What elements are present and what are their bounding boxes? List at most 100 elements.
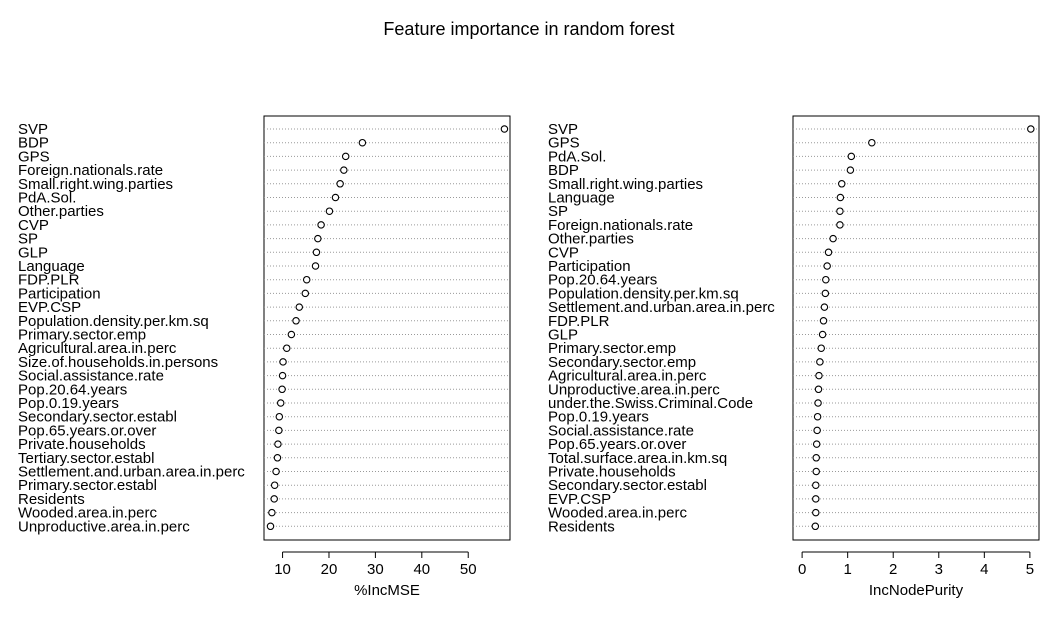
feature-label: Participation bbox=[548, 258, 631, 275]
importance-point bbox=[812, 440, 821, 448]
importance-point bbox=[279, 358, 287, 366]
feature-label: BDP bbox=[548, 162, 579, 179]
importance-point bbox=[336, 180, 344, 188]
feature-label: Size.of.households.in.persons bbox=[18, 354, 218, 371]
feature-label: GPS bbox=[18, 148, 50, 165]
importance-point bbox=[312, 248, 321, 257]
feature-label: Secondary.sector.establ bbox=[548, 477, 707, 494]
feature-label: Small.right.wing.parties bbox=[548, 176, 703, 193]
importance-point bbox=[273, 454, 282, 462]
chart-title: Feature importance in random forest bbox=[383, 19, 674, 39]
feature-label: Social.assistance.rate bbox=[18, 368, 164, 385]
feature-label: Total.surface.area.in.km.sq bbox=[548, 450, 727, 467]
feature-label: Other.parties bbox=[18, 203, 104, 220]
feature-label: Tertiary.sector.establ bbox=[18, 450, 154, 467]
importance-point bbox=[275, 426, 283, 435]
importance-point bbox=[822, 275, 830, 284]
importance-point bbox=[301, 289, 310, 298]
importance-point bbox=[814, 399, 822, 407]
feature-label: Residents bbox=[548, 518, 615, 535]
importance-point bbox=[272, 467, 280, 476]
importance-point bbox=[500, 125, 509, 133]
feature-label: Unproductive.area.in.perc bbox=[18, 518, 190, 535]
feature-label: Primary.sector.emp bbox=[548, 340, 676, 357]
importance-point bbox=[813, 426, 821, 435]
importance-point bbox=[812, 467, 820, 476]
importance-point bbox=[812, 495, 820, 503]
importance-point bbox=[278, 385, 286, 394]
importance-point bbox=[820, 303, 829, 311]
feature-label: Primary.sector.emp bbox=[18, 327, 146, 344]
importance-point bbox=[340, 166, 348, 174]
importance-point bbox=[358, 138, 367, 147]
importance-point bbox=[317, 221, 325, 229]
feature-label: Primary.sector.establ bbox=[18, 477, 157, 494]
importance-point bbox=[836, 221, 844, 229]
feature-label: Pop.65.years.or.over bbox=[18, 422, 156, 439]
x-tick-label: 50 bbox=[460, 561, 477, 578]
importance-point bbox=[829, 234, 837, 243]
feature-label: GPS bbox=[548, 135, 580, 152]
importance-point bbox=[311, 262, 320, 270]
incmse-panel: SVPBDPGPSForeign.nationals.rateSmall.rig… bbox=[18, 115, 511, 599]
feature-label: Unproductive.area.in.perc bbox=[548, 381, 720, 398]
importance-point bbox=[295, 303, 304, 311]
importance-point bbox=[821, 289, 830, 298]
x-tick-label: 3 bbox=[935, 561, 943, 578]
importance-point bbox=[282, 344, 291, 352]
feature-label: Settlement.and.urban.area.in.perc bbox=[18, 464, 245, 481]
x-tick-label: 5 bbox=[1026, 561, 1034, 578]
importance-point bbox=[868, 138, 876, 147]
feature-label: Secondary.sector.establ bbox=[18, 409, 177, 426]
importance-point bbox=[292, 317, 300, 325]
feature-label: Other.parties bbox=[548, 231, 634, 248]
feature-label: Population.density.per.km.sq bbox=[18, 313, 209, 330]
feature-label: Pop.20.64.years bbox=[18, 381, 127, 398]
importance-point bbox=[268, 508, 276, 517]
feature-label: BDP bbox=[18, 135, 49, 152]
importance-point bbox=[341, 152, 350, 161]
importance-point bbox=[275, 412, 284, 421]
feature-label: Small.right.wing.parties bbox=[18, 176, 173, 193]
importance-point bbox=[270, 495, 278, 503]
feature-label: Population.density.per.km.sq bbox=[548, 285, 739, 302]
importance-point bbox=[1027, 125, 1035, 133]
x-tick-label: 1 bbox=[843, 561, 851, 578]
importance-point bbox=[274, 440, 282, 448]
importance-point bbox=[815, 371, 823, 380]
importance-point bbox=[287, 330, 296, 339]
feature-label: Pop.0.19.years bbox=[548, 409, 649, 426]
feature-label: under.the.Swiss.Criminal.Code bbox=[548, 395, 753, 412]
importance-point bbox=[314, 234, 322, 243]
feature-label: Foreign.nationals.rate bbox=[18, 162, 163, 179]
feature-label: Settlement.and.urban.area.in.perc bbox=[548, 299, 775, 316]
importance-point bbox=[266, 522, 275, 531]
importance-point bbox=[814, 385, 823, 394]
importance-point bbox=[812, 508, 820, 517]
feature-label: Wooded.area.in.perc bbox=[548, 505, 687, 522]
feature-label: Foreign.nationals.rate bbox=[548, 217, 693, 234]
importance-point bbox=[812, 481, 820, 489]
feature-label: Wooded.area.in.perc bbox=[18, 505, 157, 522]
importance-point bbox=[331, 193, 340, 202]
feature-label: SP bbox=[548, 203, 568, 220]
feature-label: SVP bbox=[18, 121, 48, 138]
x-tick-label: 20 bbox=[321, 561, 338, 578]
feature-label: Residents bbox=[18, 491, 85, 508]
importance-point bbox=[837, 180, 846, 188]
importance-point bbox=[823, 262, 831, 270]
importance-point bbox=[813, 412, 822, 421]
feature-label: Secondary.sector.emp bbox=[548, 354, 696, 371]
importance-point bbox=[836, 193, 845, 202]
feature-label: GLP bbox=[18, 244, 48, 261]
feature-label: EVP.CSP bbox=[548, 491, 611, 508]
feature-label: EVP.CSP bbox=[18, 299, 81, 316]
feature-label: Private.households bbox=[18, 436, 146, 453]
feature-label: Language bbox=[18, 258, 85, 275]
feature-label: GLP bbox=[548, 327, 578, 344]
x-axis-title: IncNodePurity bbox=[869, 582, 964, 599]
importance-point bbox=[847, 152, 856, 161]
x-tick-label: 2 bbox=[889, 561, 897, 578]
x-tick-label: 30 bbox=[367, 561, 384, 578]
feature-label: Agricultural.area.in.perc bbox=[18, 340, 177, 357]
